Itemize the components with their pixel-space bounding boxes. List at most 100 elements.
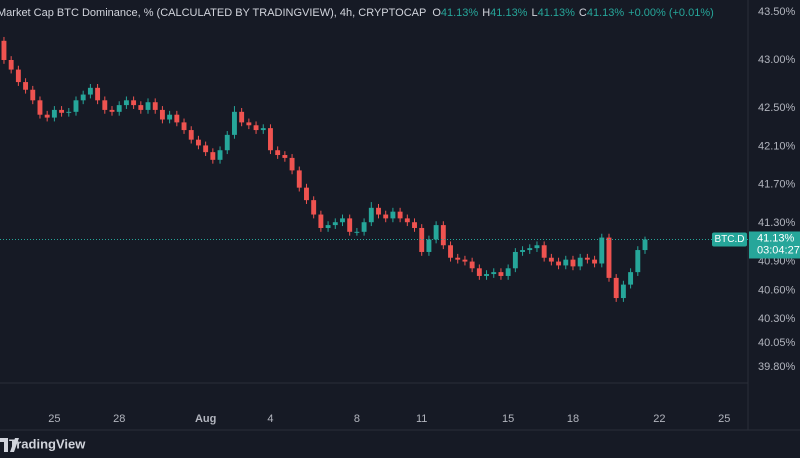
candle-body: [44, 114, 50, 118]
ohlc-value: 41.13%: [441, 7, 479, 19]
candle-body: [73, 100, 79, 112]
x-tick-label: Aug: [195, 413, 216, 425]
candle-body: [51, 109, 57, 118]
candle-body: [426, 239, 432, 252]
candle-body: [332, 222, 338, 226]
candle-body: [181, 122, 187, 131]
candle-body: [462, 259, 468, 262]
candle-body: [448, 245, 453, 258]
candle-body: [311, 200, 317, 215]
candle-body: [138, 105, 144, 110]
candle-body: [620, 284, 626, 299]
candle-body: [347, 218, 353, 232]
candle-body: [476, 268, 482, 276]
candle-body: [260, 128, 266, 131]
brand-logo: [0, 438, 19, 452]
candle-body: [253, 125, 259, 131]
candle-body: [131, 100, 137, 106]
x-tick-label: 4: [267, 413, 273, 425]
candle-body: [570, 259, 576, 267]
candle-body: [440, 225, 446, 246]
candle-body: [231, 111, 237, 135]
y-tick-label: 43.00%: [758, 54, 796, 66]
candle-body: [577, 257, 583, 267]
countdown: 03:04:27: [757, 244, 800, 256]
candle-body: [628, 272, 634, 285]
ohlc-label: L: [531, 7, 537, 19]
x-tick-label: 11: [416, 413, 427, 425]
y-tick-label: 41.70%: [758, 179, 796, 191]
candle-body: [635, 250, 641, 273]
symbol-label: BTC.D: [715, 234, 745, 245]
candle-body: [296, 170, 302, 188]
candle-body: [15, 69, 21, 83]
candle-body: [404, 218, 410, 223]
x-tick-label: 25: [718, 413, 730, 425]
candle-body: [224, 134, 230, 151]
candle-body: [203, 145, 209, 153]
candle-body: [167, 114, 173, 120]
x-tick-label: 8: [354, 413, 360, 425]
y-tick-label: 41.30%: [758, 217, 796, 229]
candle-body: [318, 214, 324, 228]
candle-body: [195, 139, 201, 146]
candle-body: [390, 211, 396, 219]
x-tick-label: 28: [113, 413, 125, 425]
y-tick-label: 40.05%: [758, 337, 796, 349]
candle-body: [123, 100, 129, 106]
ohlc-value: 41.13%: [587, 7, 625, 19]
candle-body: [563, 259, 569, 266]
candle-body: [376, 207, 381, 215]
candle-body: [527, 248, 533, 251]
ohlc-value: 41.13%: [490, 7, 528, 19]
candle-body: [556, 261, 562, 266]
ohlc-label: O: [432, 7, 441, 19]
legend-line: Market Cap BTC Dominance, % (CALCULATED …: [0, 7, 714, 19]
chart-title: Market Cap BTC Dominance, % (CALCULATED …: [0, 7, 426, 19]
candle-body: [282, 155, 288, 158]
y-tick-label: 43.50%: [758, 6, 796, 18]
candle-body: [268, 128, 273, 151]
brand-name: TradingView: [9, 436, 86, 451]
candle-body: [80, 94, 86, 101]
candle-body: [152, 102, 158, 110]
y-tick-label: 42.50%: [758, 102, 796, 114]
candle-body: [354, 231, 360, 233]
price-badge: [749, 231, 800, 259]
candle-body: [217, 150, 223, 160]
candle-body: [289, 157, 295, 171]
price-label: 41.13%: [757, 232, 795, 244]
candle-body: [548, 257, 554, 262]
change: +0.00% (+0.01%): [628, 7, 714, 19]
candle-body: [520, 250, 526, 252]
candle-body: [505, 268, 511, 276]
candle-body: [246, 122, 252, 126]
candle-body: [455, 257, 461, 260]
x-tick-label: 15: [502, 413, 514, 425]
candle-body: [433, 225, 439, 240]
candle-body: [368, 207, 374, 223]
candle-body: [239, 111, 245, 123]
plot-area: [0, 36, 748, 302]
x-tick-label: 18: [567, 413, 579, 425]
x-tick-label: 25: [48, 413, 60, 425]
candle-body: [116, 105, 122, 112]
ohlc-value: 41.13%: [538, 7, 576, 19]
candle-body: [95, 87, 101, 101]
candle-body: [37, 100, 43, 115]
y-tick-label: 42.10%: [758, 140, 796, 152]
candle-body: [606, 237, 612, 278]
x-tick-label: 22: [653, 413, 665, 425]
candle-body: [23, 82, 29, 90]
candle-body: [109, 109, 115, 112]
candle-body: [1, 40, 7, 60]
candle-body: [325, 225, 331, 228]
candle-body: [304, 187, 309, 201]
y-tick-label: 39.80%: [758, 361, 796, 373]
candle-body: [498, 272, 504, 276]
candle-body: [534, 245, 540, 249]
candle-body: [30, 89, 36, 101]
candle-body: [484, 274, 489, 276]
ohlc-label: H: [482, 7, 490, 19]
